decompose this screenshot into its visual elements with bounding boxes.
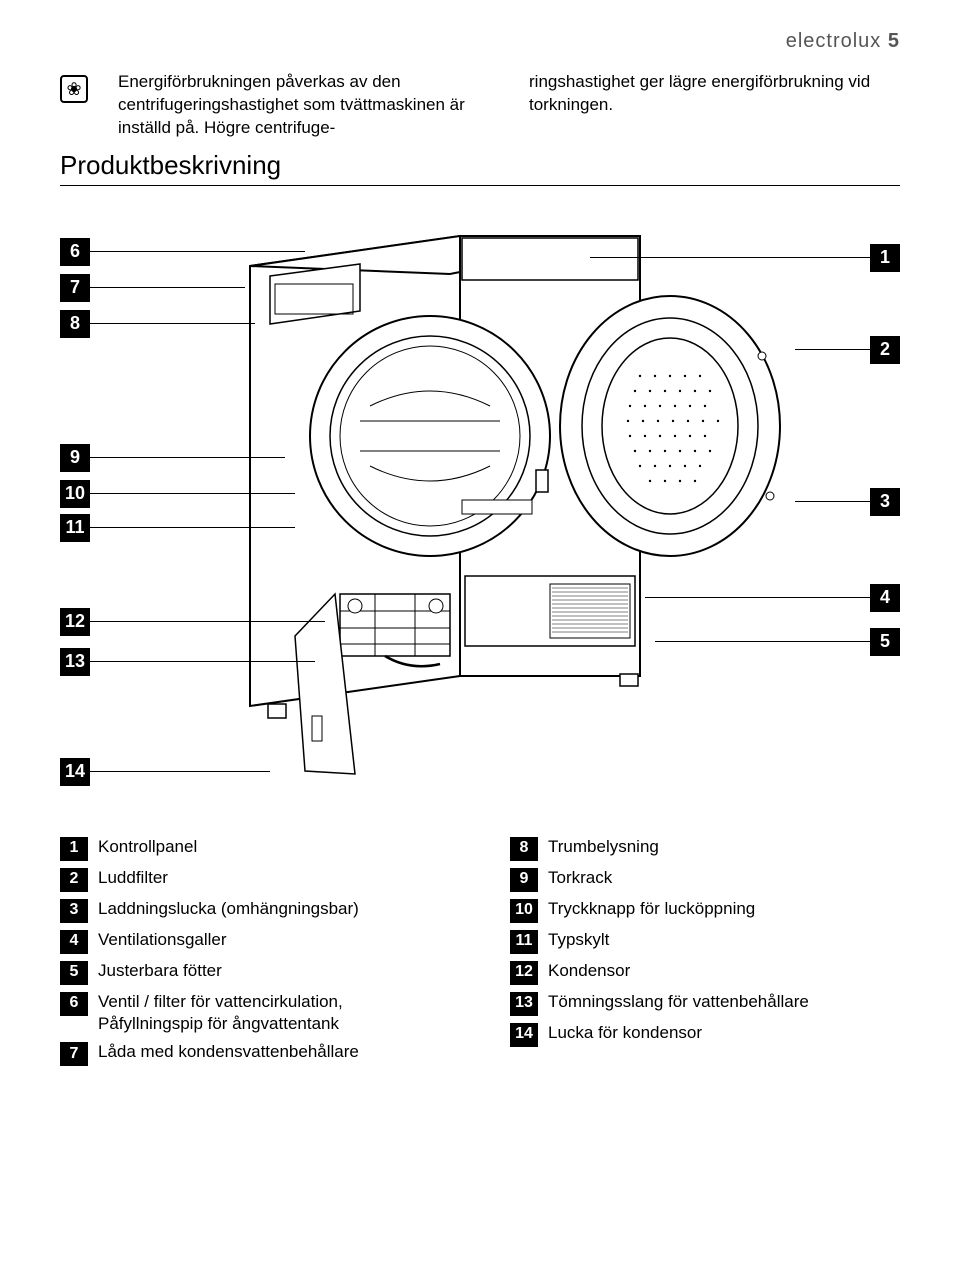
legend-label: Lucka för kondensor (548, 1022, 702, 1044)
callout-number: 8 (60, 310, 90, 338)
callout-8: 8 (60, 310, 255, 338)
callout-5: 5 (655, 628, 900, 656)
callout-leader (90, 771, 270, 772)
legend-col-1: 1 Kontrollpanel 2 Luddfilter 3 Laddningslucka… (60, 836, 450, 1072)
eco-icon: ❀ (60, 75, 88, 103)
legend-number: 7 (60, 1042, 88, 1066)
legend-number: 2 (60, 868, 88, 892)
legend-item-10: 10 Tryckknapp för lucköppning (510, 898, 900, 923)
callout-3: 3 (795, 488, 900, 516)
legend-item-7: 7 Låda med kondensvattenbehållare (60, 1041, 450, 1066)
section-title: Produktbeskrivning (60, 150, 900, 186)
callout-4: 4 (645, 584, 900, 612)
callout-13: 13 (60, 648, 315, 676)
callout-leader (90, 457, 285, 458)
intro-columns: Energiförbrukningen påverkas av den cent… (118, 71, 900, 140)
callout-leader (655, 641, 870, 642)
legend-label: Justerbara fötter (98, 960, 222, 982)
callout-leader (90, 661, 315, 662)
callout-number: 2 (870, 336, 900, 364)
intro-row: ❀ Energiförbrukningen påverkas av den ce… (60, 71, 900, 140)
brand-text: electrolux (786, 30, 882, 52)
callout-2: 2 (795, 336, 900, 364)
callout-1: 1 (590, 244, 900, 272)
callout-number: 4 (870, 584, 900, 612)
legend-number: 9 (510, 868, 538, 892)
page-header: electrolux 5 (60, 30, 900, 53)
legend-label: Tryckknapp för lucköppning (548, 898, 755, 920)
legend-label: Ventil / filter för vattencirkulation, P… (98, 991, 450, 1035)
callout-11: 11 (60, 514, 295, 542)
dryer-illustration (240, 216, 800, 776)
legend-label: Låda med kondensvattenbehållare (98, 1041, 359, 1063)
legend-number: 14 (510, 1023, 538, 1047)
legend-label: Trumbelysning (548, 836, 659, 858)
legend-label: Torkrack (548, 867, 612, 889)
intro-col-2: ringshastighet ger lägre energiförbrukni… (529, 71, 900, 140)
legend-label: Laddningslucka (omhängningsbar) (98, 898, 359, 920)
callout-7: 7 (60, 274, 245, 302)
intro-col-1: Energiförbrukningen påverkas av den cent… (118, 71, 489, 140)
callout-leader (645, 597, 870, 598)
legend-label: Kondensor (548, 960, 630, 982)
callout-leader (90, 527, 295, 528)
callout-leader (795, 349, 870, 350)
legend: 1 Kontrollpanel 2 Luddfilter 3 Laddningslucka… (60, 836, 900, 1072)
callout-leader (90, 621, 325, 622)
page-number: 5 (888, 30, 900, 52)
legend-col-2: 8 Trumbelysning 9 Torkrack 10 Tryckknapp för … (510, 836, 900, 1072)
legend-label: Kontrollpanel (98, 836, 197, 858)
legend-item-2: 2 Luddfilter (60, 867, 450, 892)
legend-item-4: 4 Ventilationsgaller (60, 929, 450, 954)
legend-item-11: 11 Typskylt (510, 929, 900, 954)
callout-number: 10 (60, 480, 90, 508)
callout-number: 6 (60, 238, 90, 266)
callout-leader (90, 251, 305, 252)
legend-item-13: 13 Tömningsslang för vattenbehållare (510, 991, 900, 1016)
product-diagram: 6789101112131412345 (60, 216, 900, 796)
legend-item-6: 6 Ventil / filter för vattencirkulation, … (60, 991, 450, 1035)
legend-number: 8 (510, 837, 538, 861)
callout-leader (90, 287, 245, 288)
legend-number: 12 (510, 961, 538, 985)
legend-item-1: 1 Kontrollpanel (60, 836, 450, 861)
legend-number: 1 (60, 837, 88, 861)
callout-14: 14 (60, 758, 270, 786)
callout-number: 14 (60, 758, 90, 786)
callout-10: 10 (60, 480, 295, 508)
legend-number: 3 (60, 899, 88, 923)
callout-leader (90, 323, 255, 324)
callout-number: 9 (60, 444, 90, 472)
legend-item-12: 12 Kondensor (510, 960, 900, 985)
callout-leader (795, 501, 870, 502)
callout-number: 11 (60, 514, 90, 542)
callout-number: 7 (60, 274, 90, 302)
legend-label: Typskylt (548, 929, 609, 951)
legend-number: 10 (510, 899, 538, 923)
legend-item-3: 3 Laddningslucka (omhängningsbar) (60, 898, 450, 923)
legend-number: 4 (60, 930, 88, 954)
legend-item-8: 8 Trumbelysning (510, 836, 900, 861)
callout-number: 13 (60, 648, 90, 676)
callout-6: 6 (60, 238, 305, 266)
legend-item-14: 14 Lucka för kondensor (510, 1022, 900, 1047)
legend-label: Luddfilter (98, 867, 168, 889)
callout-leader (590, 257, 870, 258)
callout-number: 1 (870, 244, 900, 272)
legend-item-9: 9 Torkrack (510, 867, 900, 892)
legend-number: 6 (60, 992, 88, 1016)
callout-9: 9 (60, 444, 285, 472)
legend-number: 5 (60, 961, 88, 985)
legend-number: 13 (510, 992, 538, 1016)
callout-number: 3 (870, 488, 900, 516)
callout-number: 12 (60, 608, 90, 636)
legend-label: Tömningsslang för vattenbehållare (548, 991, 809, 1013)
legend-label: Ventilationsgaller (98, 929, 227, 951)
legend-item-5: 5 Justerbara fötter (60, 960, 450, 985)
callout-leader (90, 493, 295, 494)
callout-12: 12 (60, 608, 325, 636)
callout-number: 5 (870, 628, 900, 656)
legend-number: 11 (510, 930, 538, 954)
